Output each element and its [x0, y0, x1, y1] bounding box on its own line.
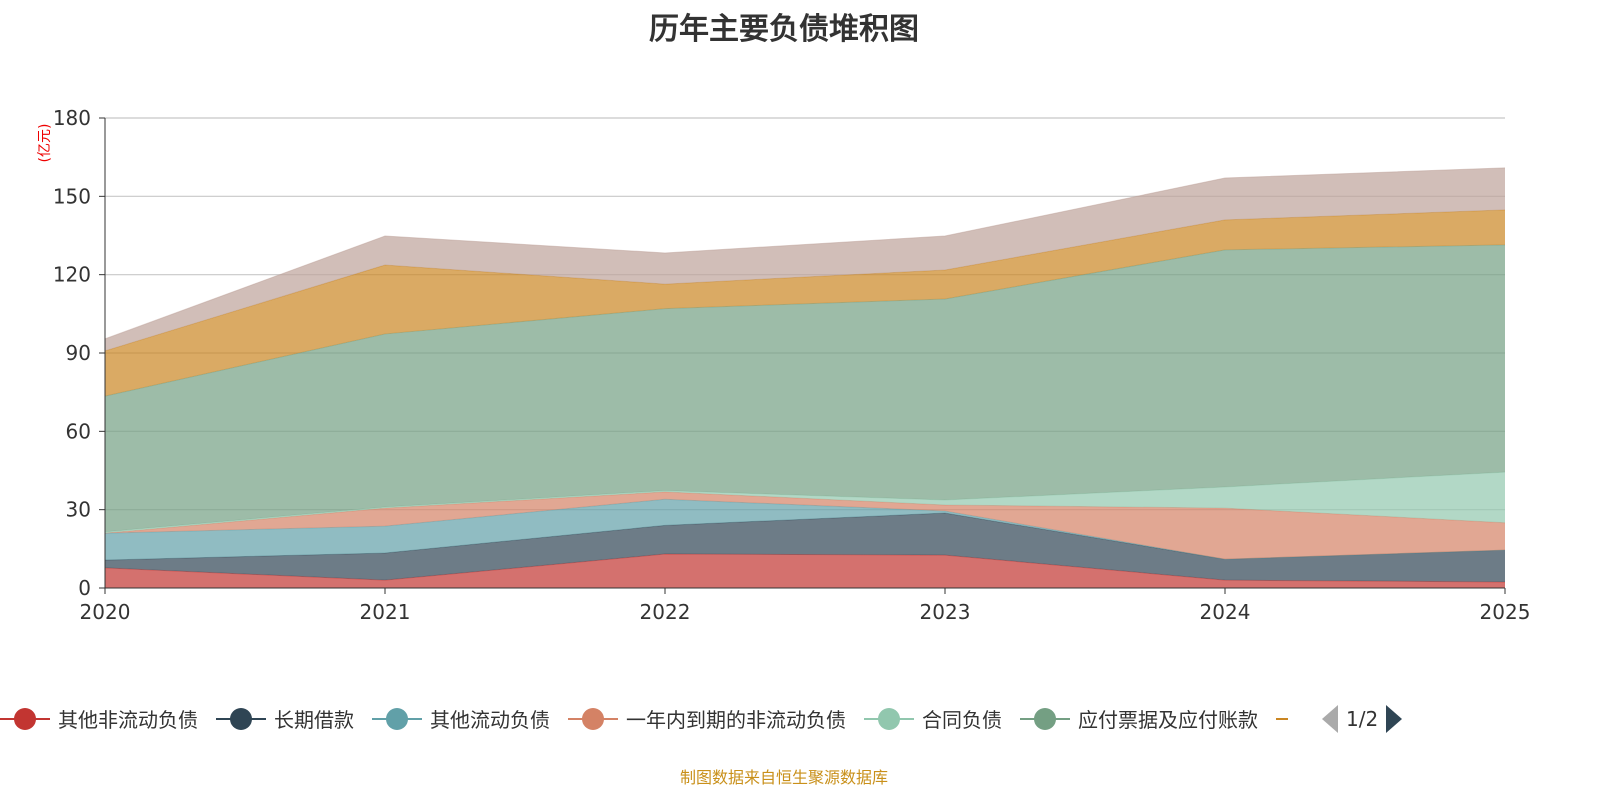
x-tick-label: 2024	[1200, 600, 1251, 624]
legend-label: 一年内到期的非流动负债	[626, 708, 846, 732]
legend-marker-icon	[372, 707, 422, 731]
data-source-note: 制图数据来自恒生聚源数据库	[679, 768, 888, 787]
y-tick-label: 0	[78, 576, 91, 600]
legend-label: 其他非流动负债	[58, 708, 198, 732]
legend-item[interactable]: 一年内到期的非流动负债	[568, 704, 846, 733]
legend-prev-icon[interactable]	[1322, 704, 1338, 733]
y-tick-label: 60	[66, 419, 91, 443]
area-series-6	[105, 244, 1505, 532]
legend-marker-icon	[1276, 707, 1288, 731]
legend-item[interactable]: 应付票据及应付账款	[1020, 704, 1258, 733]
legend-marker-icon	[568, 707, 618, 731]
legend-marker-icon	[864, 707, 914, 731]
legend-item[interactable]: 其他非流动负债	[0, 704, 198, 733]
x-tick-label: 2025	[1480, 600, 1531, 624]
legend-label: 长期借款	[274, 708, 354, 732]
x-tick-label: 2021	[360, 600, 411, 624]
legend-item[interactable]	[1276, 707, 1296, 731]
x-tick-label: 2020	[80, 600, 131, 624]
y-axis-unit: (亿元)	[37, 124, 53, 163]
area-series-2	[105, 513, 1505, 582]
x-tick-label: 2022	[640, 600, 691, 624]
legend-marker-icon	[0, 707, 50, 731]
chart-title: 历年主要负债堆积图	[649, 12, 919, 47]
y-tick-label: 30	[66, 498, 91, 522]
y-tick-label: 150	[53, 184, 91, 208]
y-tick-label: 120	[53, 263, 91, 287]
legend-page: 1/2	[1346, 706, 1379, 731]
legend-marker-icon	[1020, 707, 1070, 731]
legend-label: 其他流动负债	[430, 708, 550, 732]
area-series-5	[105, 472, 1505, 534]
legend: 其他非流动负债 长期借款 其他流动负债 一年内到期的非流动负债 合同负债 应付票据及应付账…	[0, 704, 1403, 733]
legend-pager: 1/2	[1322, 704, 1403, 733]
legend-label: 合同负债	[922, 708, 1002, 732]
legend-next-icon[interactable]	[1386, 704, 1403, 733]
y-tick-label: 180	[53, 106, 91, 130]
series-line-8	[104, 167, 1506, 340]
legend-marker-icon	[216, 707, 266, 731]
x-tick-label: 2023	[920, 600, 971, 624]
area-series-3	[105, 499, 1505, 561]
legend-label: 应付票据及应付账款	[1078, 708, 1258, 732]
legend-item[interactable]: 长期借款	[216, 704, 354, 733]
area-series-8	[105, 167, 1505, 351]
area-series-4	[105, 491, 1505, 560]
legend-item[interactable]: 其他流动负债	[372, 704, 550, 733]
area-series-1	[105, 554, 1505, 588]
area-series-7	[105, 209, 1505, 397]
legend-item[interactable]: 合同负债	[864, 704, 1002, 733]
y-tick-label: 90	[66, 341, 91, 365]
